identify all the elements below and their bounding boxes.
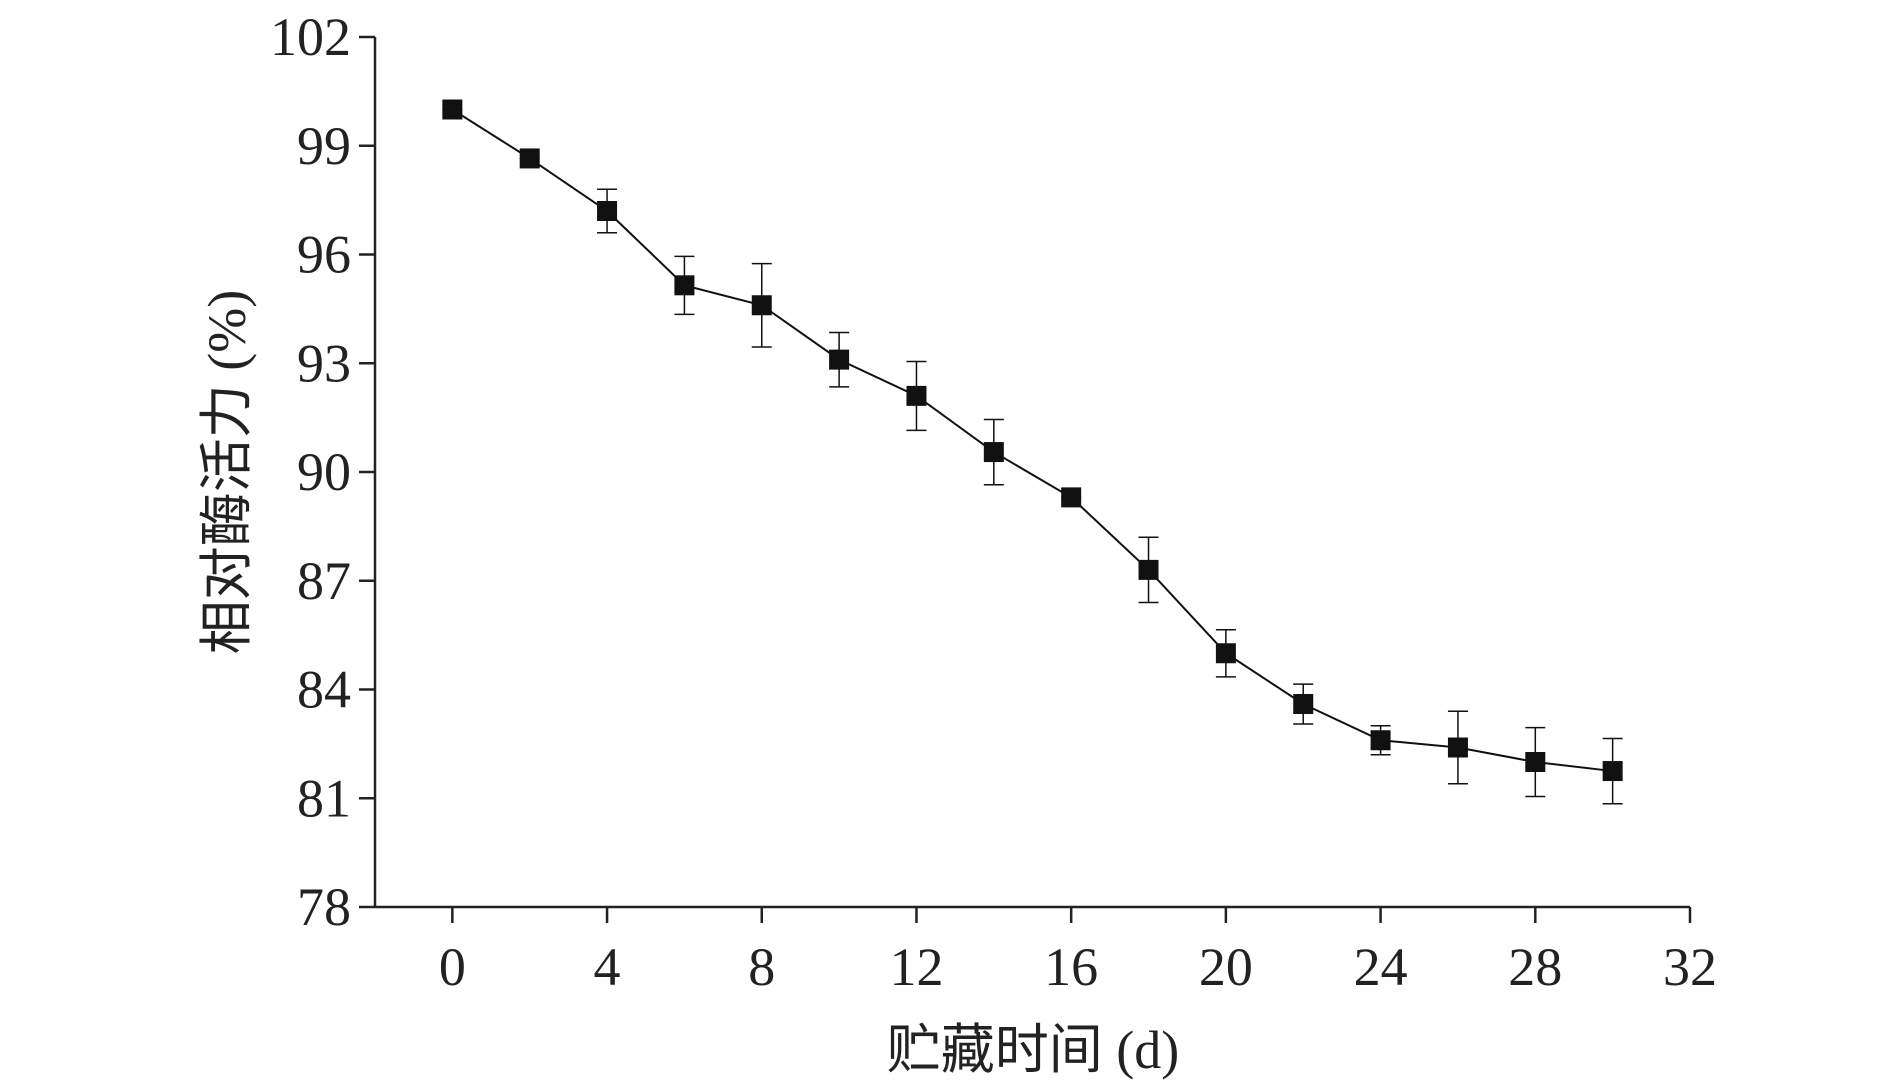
data-line (451, 108, 1613, 773)
marker (442, 99, 463, 120)
x-axis-label: 贮藏时间 (d) (887, 1020, 1179, 1080)
y-tick-label: 90 (297, 442, 351, 502)
y-tick-label: 96 (297, 225, 351, 285)
marker (1293, 694, 1314, 714)
y-tick-label: 81 (297, 768, 351, 828)
marker (597, 201, 618, 221)
x-tick-label: 32 (1663, 937, 1717, 997)
marker (1602, 761, 1623, 782)
marker (829, 349, 850, 370)
x-tick-label: 20 (1199, 937, 1253, 997)
marker (751, 295, 772, 316)
y-tick-label: 93 (297, 333, 351, 393)
marker (674, 275, 695, 296)
x-tick-label: 0 (439, 937, 466, 997)
x-tick-label: 28 (1508, 937, 1562, 997)
y-tick-label: 87 (297, 551, 351, 611)
marker (983, 442, 1004, 463)
x-tick-label: 4 (594, 937, 621, 997)
marker (1525, 752, 1546, 772)
y-tick-label: 102 (270, 7, 351, 67)
marker (1447, 737, 1468, 758)
marker (1215, 643, 1236, 664)
y-tick-label: 99 (297, 116, 351, 176)
marker (519, 148, 540, 169)
y-tick-label: 78 (297, 877, 351, 937)
x-tick-label: 8 (748, 937, 775, 997)
marker (1061, 487, 1082, 508)
x-tick-label: 16 (1044, 937, 1098, 997)
x-tick-label: 24 (1354, 937, 1408, 997)
marker (1370, 730, 1391, 751)
marker (1138, 559, 1159, 580)
y-tick-label: 84 (297, 660, 351, 720)
marker (906, 385, 927, 406)
x-tick-label: 12 (889, 937, 943, 997)
y-axis-label: 相对酶活力 (%) (197, 290, 257, 654)
